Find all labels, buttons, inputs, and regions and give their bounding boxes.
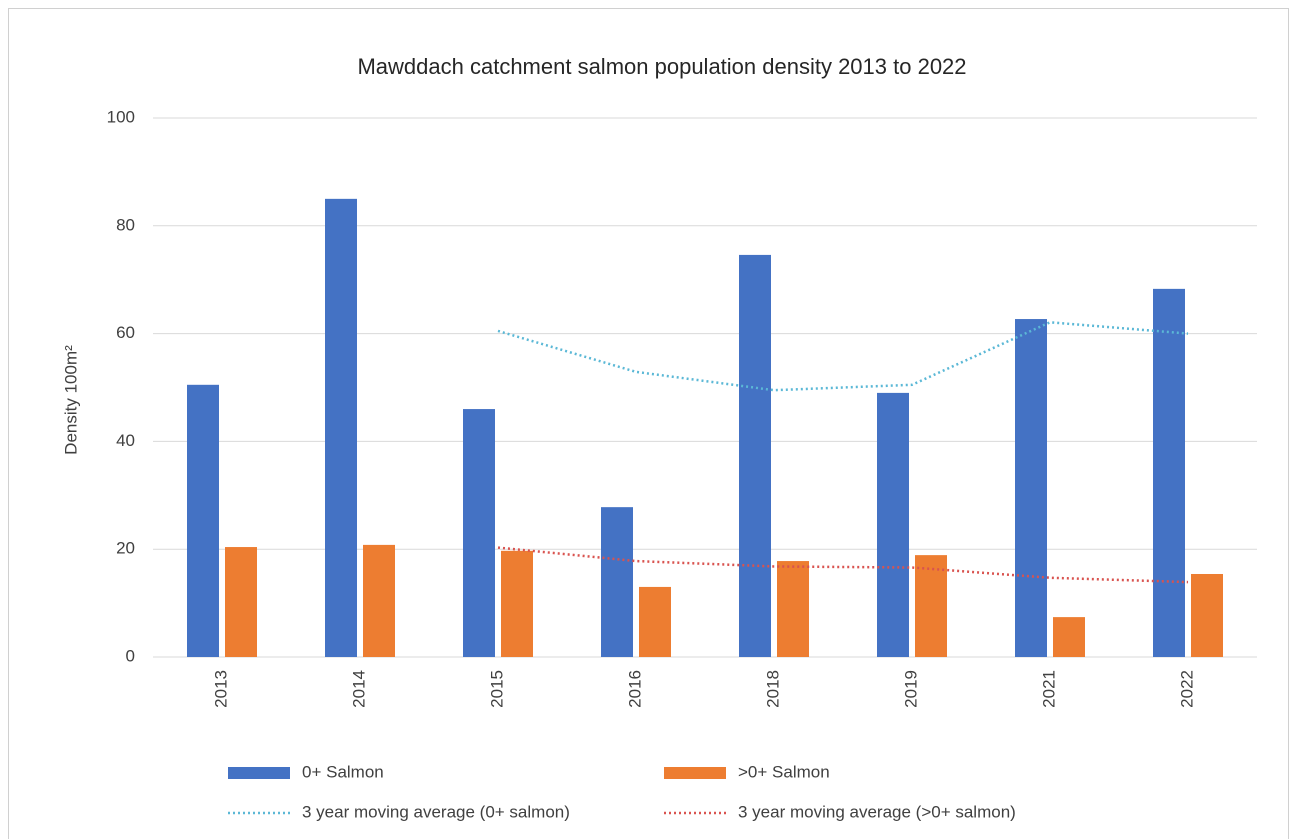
- bar: [363, 544, 395, 657]
- bar: [325, 198, 357, 657]
- y-tick-label: 100: [107, 107, 135, 126]
- bar: [877, 392, 909, 657]
- bar: [915, 555, 947, 657]
- x-tick-label: 2018: [763, 670, 782, 708]
- bar: [463, 409, 495, 657]
- bar: [187, 384, 219, 657]
- trend-line: [497, 546, 1189, 584]
- chart-title: Mawddach catchment salmon population den…: [357, 54, 966, 79]
- legend-label: 3 year moving average (0+ salmon): [302, 802, 570, 821]
- y-tick-label: 20: [116, 539, 135, 558]
- legend-label: >0+ Salmon: [738, 762, 830, 781]
- y-tick-label: 0: [126, 646, 135, 665]
- bar: [739, 254, 771, 657]
- y-tick-label: 40: [116, 431, 135, 450]
- legend-swatch: [228, 767, 290, 779]
- x-tick-label: 2015: [487, 670, 506, 708]
- legend-label: 0+ Salmon: [302, 762, 384, 781]
- legend-label: 3 year moving average (>0+ salmon): [738, 802, 1016, 821]
- y-tick-label: 60: [116, 323, 135, 342]
- bar: [777, 561, 809, 657]
- bar: [601, 507, 633, 657]
- bar: [1191, 573, 1223, 657]
- trend-line: [497, 321, 1189, 392]
- legend-swatch: [664, 767, 726, 779]
- x-tick-label: 2014: [349, 670, 368, 708]
- y-axis-label: Density 100m²: [61, 345, 80, 455]
- bar: [501, 550, 533, 657]
- x-tick-label: 2022: [1177, 670, 1196, 708]
- bar: [1015, 319, 1047, 657]
- x-tick-label: 2021: [1039, 670, 1058, 708]
- bar: [225, 547, 257, 657]
- x-tick-label: 2013: [211, 670, 230, 708]
- x-tick-label: 2016: [625, 670, 644, 708]
- bar: [1153, 288, 1185, 657]
- y-tick-label: 80: [116, 215, 135, 234]
- bar: [639, 586, 671, 657]
- bar: [1053, 617, 1085, 657]
- x-tick-label: 2019: [901, 670, 920, 708]
- chart-frame: [8, 8, 1289, 839]
